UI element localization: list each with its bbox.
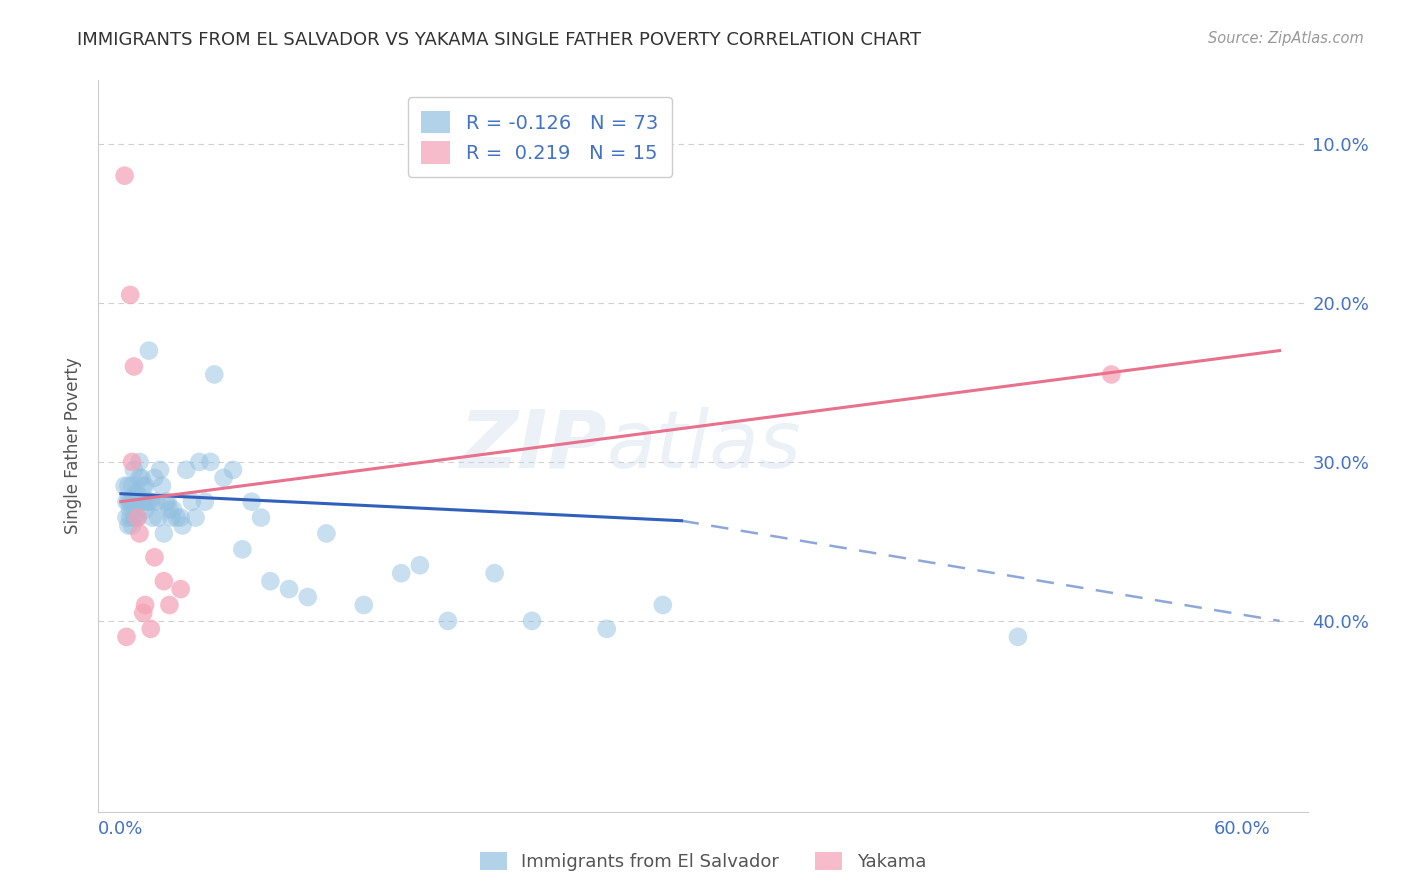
Point [122,510,145,524]
Point [194,494,217,508]
Y-axis label: Single Father Poverty: Single Father Poverty [65,358,83,534]
Point [156,494,179,508]
Point [389,566,412,581]
Point [259,574,281,589]
Point [297,590,319,604]
Point [520,614,543,628]
Point [120,502,142,516]
Point [114,169,136,183]
Point [596,622,619,636]
Point [139,494,162,508]
Point [212,471,235,485]
Point [127,510,149,524]
Point [142,510,165,524]
Point [150,479,173,493]
Point [115,510,138,524]
Point [136,494,159,508]
Point [115,630,138,644]
Point [132,494,155,508]
Point [138,343,160,358]
Point [121,455,143,469]
Point [121,494,143,508]
Text: ZIP: ZIP [458,407,606,485]
Point [128,526,150,541]
Point [117,494,139,508]
Point [180,494,202,508]
Point [484,566,506,581]
Point [127,510,149,524]
Point [139,622,162,636]
Legend: Immigrants from El Salvador, Yakama: Immigrants from El Salvador, Yakama [472,845,934,879]
Point [134,479,156,493]
Point [128,455,150,469]
Point [172,518,194,533]
Point [121,518,143,533]
Point [128,471,150,485]
Point [127,494,149,508]
Point [122,359,145,374]
Point [125,510,148,524]
Text: Source: ZipAtlas.com: Source: ZipAtlas.com [1208,31,1364,46]
Point [200,455,222,469]
Point [125,486,148,500]
Point [120,288,142,302]
Point [202,368,225,382]
Point [651,598,673,612]
Point [117,479,139,493]
Point [120,494,142,508]
Point [143,550,166,565]
Point [169,582,191,596]
Point [153,574,176,589]
Point [131,471,153,485]
Point [159,598,181,612]
Point [128,494,150,508]
Point [1007,630,1029,644]
Text: atlas: atlas [606,407,801,485]
Point [117,518,139,533]
Point [315,526,337,541]
Point [159,502,181,516]
Point [114,479,136,493]
Point [122,463,145,477]
Point [166,510,188,524]
Legend: R = -0.126   N = 73, R =  0.219   N = 15: R = -0.126 N = 73, R = 0.219 N = 15 [408,97,672,178]
Point [169,510,191,524]
Point [120,510,142,524]
Point [132,606,155,620]
Point [143,471,166,485]
Point [132,479,155,493]
Point [240,494,263,508]
Point [353,598,375,612]
Point [437,614,460,628]
Point [121,479,143,493]
Text: IMMIGRANTS FROM EL SALVADOR VS YAKAMA SINGLE FATHER POVERTY CORRELATION CHART: IMMIGRANTS FROM EL SALVADOR VS YAKAMA SI… [77,31,921,49]
Point [153,526,176,541]
Point [162,502,184,516]
Point [115,494,138,508]
Point [188,455,211,469]
Point [160,510,183,524]
Point [222,463,245,477]
Point [122,494,145,508]
Point [250,510,273,524]
Point [184,510,207,524]
Point [127,486,149,500]
Point [231,542,253,557]
Point [145,494,167,508]
Point [138,494,160,508]
Point [1099,368,1122,382]
Point [131,494,153,508]
Point [149,463,172,477]
Point [134,598,156,612]
Point [155,494,177,508]
Point [409,558,432,573]
Point [174,463,197,477]
Point [148,510,170,524]
Point [134,502,156,516]
Point [278,582,301,596]
